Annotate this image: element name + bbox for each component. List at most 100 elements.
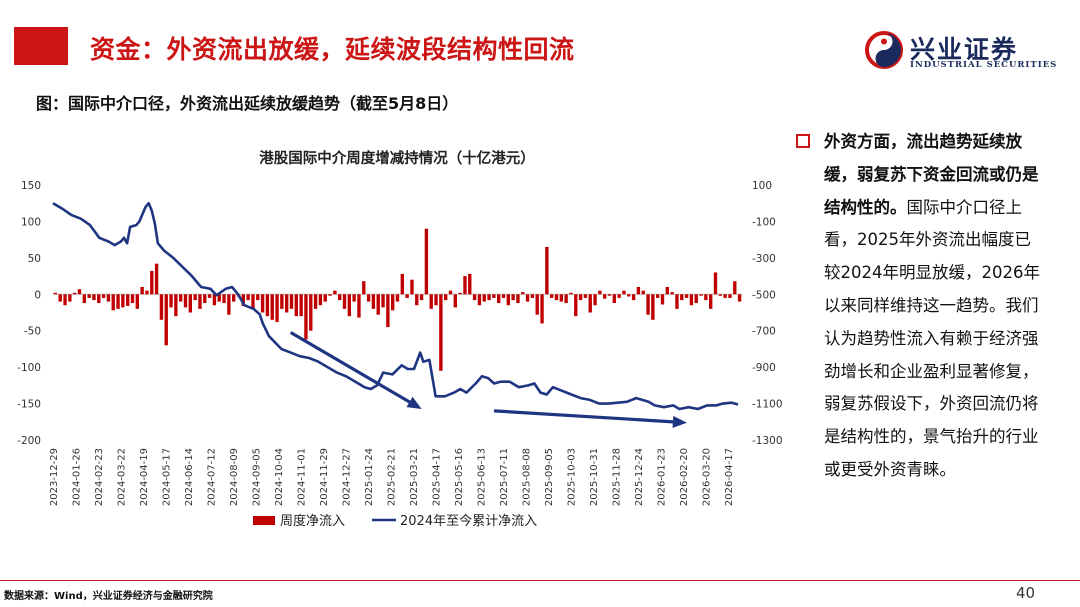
weekly-flow-bar [73,292,77,295]
page-title: 资金：外资流出放缓，延续波段结构性回流 [90,35,575,64]
left-y-tick-label: 50 [28,253,41,265]
weekly-flow-bar [487,294,491,301]
x-tick-label: 2025-08-08 [522,448,533,506]
x-tick-label: 2024-10-04 [274,448,285,506]
x-tick-label: 2026-01-23 [657,448,668,506]
legend-bar-swatch [253,516,275,525]
weekly-flow-bar [116,294,120,309]
weekly-flow-bar [593,294,597,306]
x-tick-label: 2023-12-29 [49,448,60,506]
weekly-flow-bar [723,294,727,298]
weekly-flow-bar [362,281,366,295]
weekly-flow-bar [77,289,82,295]
right-y-tick-label: -100 [752,216,776,228]
right-y-tick-label: -700 [752,326,776,338]
weekly-flow-bar [472,294,477,301]
weekly-flow-bar [410,279,414,295]
weekly-flow-bar [535,294,539,315]
weekly-flow-bar [217,294,221,302]
weekly-flow-bar [126,294,130,306]
weekly-flow-bar [352,294,356,302]
weekly-flow-bar [53,292,58,295]
data-source-note: 数据来源：Wind，兴业证券经济与金融研究院 [4,591,213,602]
weekly-flow-bar [154,263,159,295]
weekly-flow-bar [559,294,563,302]
weekly-flow-bar [516,294,520,304]
weekly-flow-bar [140,287,144,295]
weekly-flow-bar [550,294,554,298]
weekly-flow-bar [709,294,713,309]
company-logo: 兴业证券 INDUSTRIAL SECURITIES [864,30,1056,72]
weekly-flow-bar [545,246,549,295]
weekly-flow-bar [97,294,101,304]
weekly-flow-bar [574,294,578,317]
x-tick-label: 2025-09-05 [544,448,555,506]
x-tick-label: 2026-03-20 [702,448,713,506]
weekly-flow-bar [333,290,337,295]
right-y-tick-label: -300 [752,253,776,265]
weekly-flow-bar [525,294,530,302]
x-tick-label: 2025-12-24 [634,448,645,506]
weekly-flow-bar [232,294,236,302]
left-y-tick-label: 150 [21,180,41,192]
right-y-tick-label: -1300 [752,435,783,447]
weekly-flow-bar [713,272,718,295]
weekly-flow-bar [718,294,722,296]
weekly-flow-bar [174,294,178,317]
right-y-tick-label: -1100 [752,399,783,411]
weekly-flow-bar [631,294,636,301]
x-tick-label: 2025-04-17 [432,448,443,506]
weekly-flow-bar [318,294,323,306]
weekly-flow-bar [68,294,72,302]
weekly-flow-bar [111,294,115,311]
weekly-flow-bar [448,290,453,295]
chart-title: 港股国际中介周度增减持情况（十亿港元） [259,149,535,167]
x-tick-label: 2024-02-23 [94,448,105,506]
right-y-tick-label: -500 [752,289,776,301]
weekly-flow-bar [603,294,607,299]
figure-label: 图：国际中介口径，外资流出延续放缓趋势（截至5月8日） [36,94,459,113]
weekly-flow-bar [670,292,674,295]
weekly-flow-bar [222,294,226,304]
weekly-flow-bar [506,294,510,306]
weekly-flow-bar [63,294,67,306]
weekly-flow-bar [256,294,260,301]
weekly-flow-bar [569,292,573,295]
weekly-flow-bar [304,294,308,340]
weekly-flow-bar [463,276,467,295]
weekly-flow-bar [164,294,168,346]
weekly-flow-bar [391,294,395,311]
weekly-flow-bar [58,294,62,302]
x-tick-label: 2025-02-21 [387,448,398,506]
weekly-flow-bar [583,294,588,298]
weekly-flow-bar [694,294,698,304]
weekly-flow-bar [530,294,535,298]
sidebar-commentary: 外资方面，流出趋势延续放缓，弱复苏下资金回流或仍是结构性的。国际中介口径上看，2… [824,126,1046,487]
weekly-flow-bar [675,294,679,309]
weekly-flow-bar [554,294,559,301]
cumulative-flow-line [52,201,739,411]
weekly-flow-bar [728,294,732,298]
weekly-flow-bar [439,294,443,371]
weekly-flow-bar [737,294,742,302]
weekly-flow-bar [323,294,327,302]
weekly-flow-bar [656,294,660,298]
weekly-flow-bar [636,287,641,295]
weekly-flow-bar [87,294,91,298]
legend-label: 2024年至今累计净流入 [400,513,537,529]
weekly-flow-bar [501,294,506,298]
weekly-flow-bar [497,294,501,304]
weekly-flow-bar [159,294,164,320]
x-tick-label: 2025-11-28 [612,448,623,506]
x-tick-label: 2024-09-05 [252,448,263,506]
weekly-flow-bar [405,294,409,298]
x-tick-label: 2024-03-22 [117,448,128,506]
x-tick-label: 2024-05-17 [162,448,173,506]
weekly-flow-bar [241,294,245,306]
weekly-flow-bar [265,294,270,317]
x-tick-label: 2024-12-27 [342,448,353,506]
weekly-flow-bar [458,292,462,295]
weekly-flow-bar [540,294,544,324]
trend-arrow-head-icon [406,396,422,410]
weekly-flow-bar [342,294,347,309]
